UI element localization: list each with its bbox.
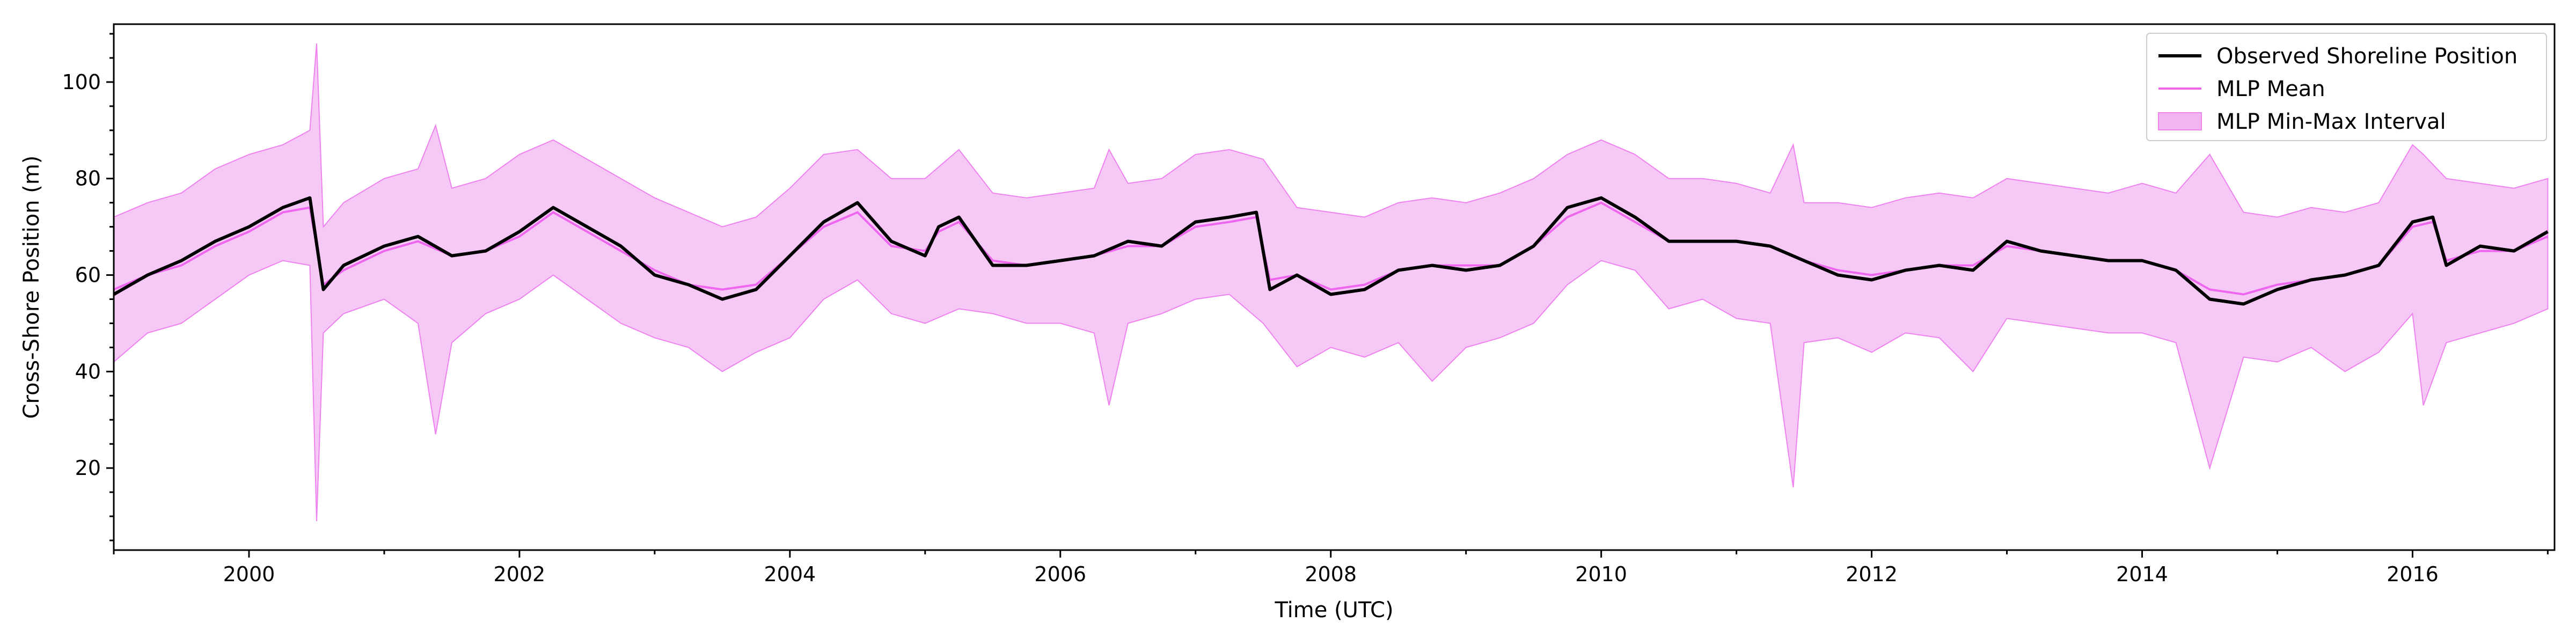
x-tick-label: 2012 (1846, 562, 1898, 586)
x-axis: 2000 2002 2004 2006 2008 2010 2012 2014 2016 (113, 550, 2549, 586)
legend-label-mlp-interval: MLP Min-Max Interval (2216, 109, 2446, 134)
x-tick-label: 2008 (1305, 562, 1357, 586)
legend-label-mlp-mean: MLP Mean (2216, 77, 2325, 101)
y-tick-label: 60 (75, 264, 101, 287)
x-tick-label: 2004 (764, 562, 816, 586)
legend-box (2146, 33, 2547, 141)
x-axis-label: Time (UTC) (1274, 598, 1393, 623)
legend-swatch-mlp-interval (2158, 112, 2202, 130)
legend: Observed Shoreline Position MLP Mean MLP… (2146, 33, 2547, 141)
plot-layer (113, 43, 2549, 522)
y-tick-label: 100 (62, 70, 101, 94)
x-tick-label: 2000 (223, 562, 275, 586)
x-tick-label: 2016 (2387, 562, 2439, 586)
y-axis-label: Cross-Shore Position (m) (19, 156, 44, 419)
series-mlp-interval-band (113, 43, 2549, 522)
x-tick-label: 2002 (494, 562, 546, 586)
x-tick-label: 2014 (2116, 562, 2168, 586)
x-tick-label: 2010 (1575, 562, 1627, 586)
y-tick-label: 40 (75, 360, 101, 383)
legend-label-observed: Observed Shoreline Position (2216, 44, 2518, 69)
y-tick-label: 80 (75, 167, 101, 191)
plot-frame (113, 23, 2556, 551)
series-observed-line (113, 196, 2549, 306)
x-tick-label: 2006 (1034, 562, 1086, 586)
y-axis: 20 40 60 80 100 (62, 33, 114, 541)
y-tick-label: 20 (75, 456, 101, 480)
